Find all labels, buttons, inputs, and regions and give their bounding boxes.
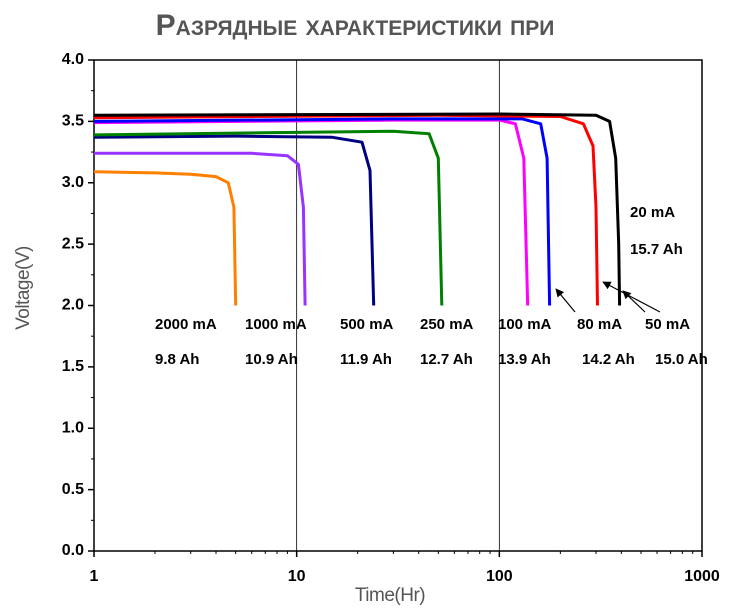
y-tick-label: 1.5 [62,358,84,375]
capacity-label: 12.7 Ah [420,351,473,368]
series-name-label: 250 mA [420,316,474,333]
series-line [93,118,530,306]
y-tick-label: 2.5 [62,235,84,252]
series-line [93,117,552,306]
y-tick-label: 3.5 [62,113,84,130]
plot-frame [93,59,703,552]
x-axis-label: Time(Hr) [355,585,425,606]
series-name-label: 80 mA [577,316,622,333]
y-tick-label: 0.5 [62,481,84,498]
capacity-label: 10.9 Ah [245,351,298,368]
series-name-label: 50 mA [645,316,690,333]
arrow [555,288,576,313]
x-tick-label: 1 [90,568,99,585]
series-line [94,151,307,306]
capacity-label: 14.2 Ah [582,351,635,368]
y-tick-label: 0.0 [62,542,84,559]
y-tick-label: 2.0 [62,297,84,314]
x-tick-label: 1000 [684,568,720,585]
chart-title: Разрядные характеристики при [156,9,555,42]
series-line [93,134,376,306]
x-tick-label: 100 [486,568,513,585]
series-name-label: 20 mA [630,204,675,221]
series-name-label: 1000 mA [245,316,307,333]
capacity-label: 11.9 Ah [340,351,392,368]
series-name-label: 100 mA [498,316,552,333]
y-tick-label: 3.0 [62,174,84,191]
y-tick-label: 1.0 [62,419,84,436]
series-line [93,113,599,306]
capacity-label: 15.0 Ah [655,351,708,368]
capacity-label: 13.9 Ah [498,351,551,368]
capacity-label: 15.7 Ah [630,241,683,258]
series-line [93,112,622,306]
y-axis-label: Voltage(V) [13,246,34,330]
series-name-label: 500 mA [340,316,394,333]
x-tick-label: 10 [288,568,306,585]
series-name-label: 2000 mA [155,316,217,333]
arrow [622,290,646,313]
series-line [93,170,238,306]
series-line [93,129,444,306]
capacity-label: 9.8 Ah [155,351,199,368]
y-tick-label: 4.0 [62,51,84,68]
arrow [602,281,661,313]
